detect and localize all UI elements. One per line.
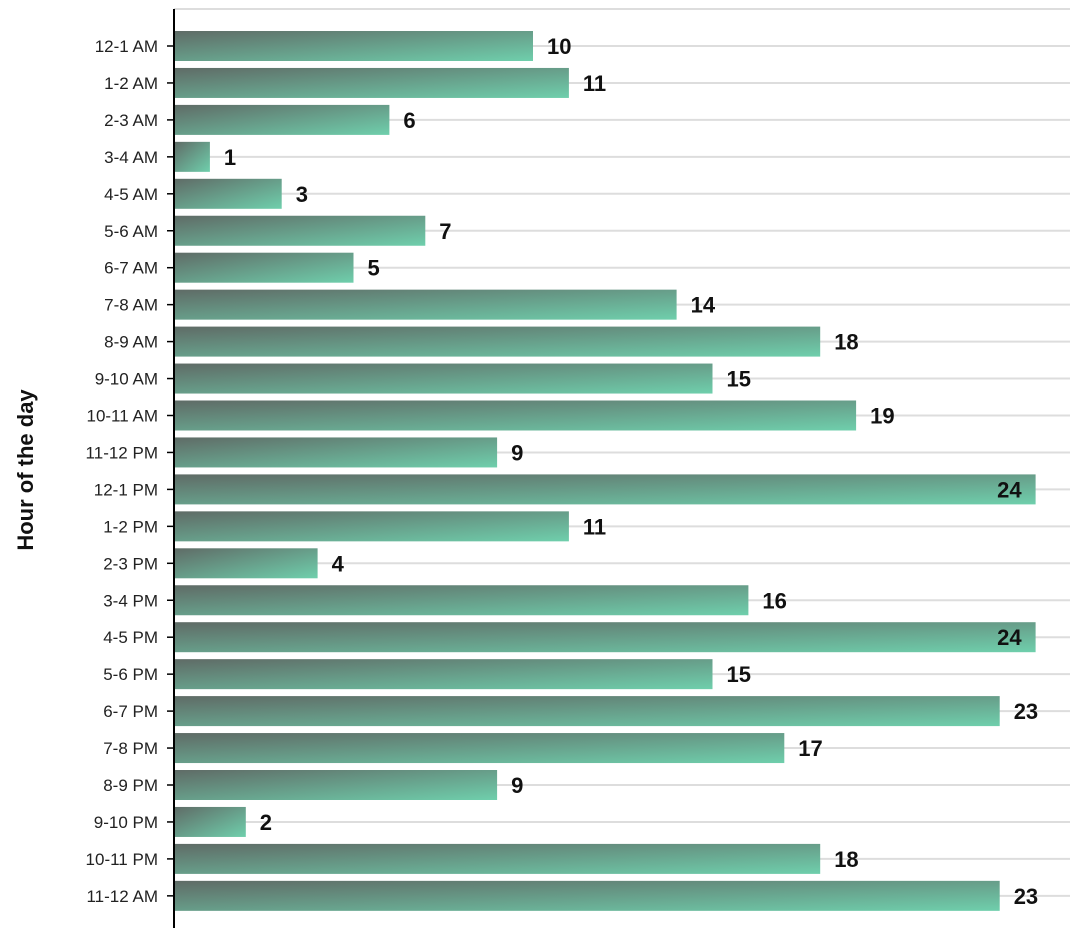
value-label: 3 xyxy=(296,182,308,207)
value-label: 10 xyxy=(547,34,571,59)
value-label: 11 xyxy=(583,514,606,539)
y-tick-label: 5-6 PM xyxy=(103,665,158,684)
y-tick-label: 6-7 AM xyxy=(104,259,158,278)
bar[interactable] xyxy=(174,807,246,837)
y-tick-label: 10-11 PM xyxy=(86,850,158,869)
value-label: 17 xyxy=(798,736,822,761)
bar[interactable] xyxy=(174,844,820,874)
bar[interactable] xyxy=(174,401,856,431)
value-label: 18 xyxy=(834,330,858,355)
y-tick-label: 11-12 PM xyxy=(86,443,158,462)
value-label: 23 xyxy=(1014,699,1038,724)
y-tick-label: 10-11 AM xyxy=(86,407,158,426)
y-tick-label: 8-9 AM xyxy=(104,333,158,352)
bar[interactable] xyxy=(174,364,713,394)
y-tick-label: 2-3 AM xyxy=(104,111,158,130)
value-label: 1 xyxy=(224,145,236,170)
value-label: 19 xyxy=(870,404,894,429)
y-tick-label: 7-8 AM xyxy=(104,296,158,315)
y-tick-label: 3-4 AM xyxy=(104,148,158,167)
bar[interactable] xyxy=(174,253,354,283)
value-label: 6 xyxy=(403,108,415,133)
y-axis-ticks: 12-1 AM 1-2 AM 2-3 AM 3-4 AM 4-5 AM 5-6 AM 6-7… xyxy=(86,37,174,906)
bar[interactable] xyxy=(174,142,210,172)
y-tick-label: 8-9 PM xyxy=(103,776,158,795)
value-label: 7 xyxy=(439,219,451,244)
bar[interactable] xyxy=(174,622,1036,652)
value-label: 15 xyxy=(727,367,751,392)
value-label: 4 xyxy=(332,551,345,576)
value-label: 24 xyxy=(997,625,1022,650)
bar[interactable] xyxy=(174,733,784,763)
value-label: 9 xyxy=(511,440,523,465)
bar[interactable] xyxy=(174,216,425,246)
y-tick-label: 7-8 PM xyxy=(103,739,158,758)
value-label: 11 xyxy=(583,71,606,96)
value-label: 5 xyxy=(368,256,380,281)
y-tick-label: 4-5 AM xyxy=(104,185,158,204)
value-label: 23 xyxy=(1014,884,1038,909)
y-tick-label: 1-2 PM xyxy=(103,517,158,536)
y-tick-label: 3-4 PM xyxy=(103,591,158,610)
value-label: 16 xyxy=(762,588,786,613)
bar[interactable] xyxy=(174,31,533,61)
bar[interactable] xyxy=(174,585,748,615)
bar[interactable] xyxy=(174,179,282,209)
y-tick-label: 6-7 PM xyxy=(103,702,158,721)
value-label: 24 xyxy=(997,477,1022,502)
bar[interactable] xyxy=(174,290,677,320)
bar[interactable] xyxy=(174,659,713,689)
bar[interactable] xyxy=(174,696,1000,726)
y-tick-label: 2-3 PM xyxy=(103,554,158,573)
value-label: 18 xyxy=(834,847,858,872)
y-tick-label: 9-10 PM xyxy=(94,813,158,832)
y-tick-label: 5-6 AM xyxy=(104,222,158,241)
bar[interactable] xyxy=(174,548,318,578)
value-label: 2 xyxy=(260,810,272,835)
y-tick-label: 9-10 AM xyxy=(95,370,158,389)
bar[interactable] xyxy=(174,105,389,135)
bar[interactable] xyxy=(174,437,497,467)
y-tick-label: 1-2 AM xyxy=(104,74,158,93)
value-label: 9 xyxy=(511,773,523,798)
y-tick-label: 12-1 AM xyxy=(95,37,158,56)
y-axis-title: Hour of the day xyxy=(13,389,38,551)
bar[interactable] xyxy=(174,327,820,357)
y-tick-label: 4-5 PM xyxy=(103,628,158,647)
value-label: 14 xyxy=(691,293,716,318)
bar[interactable] xyxy=(174,474,1036,504)
bars xyxy=(174,31,1036,911)
bar[interactable] xyxy=(174,68,569,98)
y-tick-label: 12-1 PM xyxy=(94,480,158,499)
bar[interactable] xyxy=(174,511,569,541)
bar[interactable] xyxy=(174,881,1000,911)
y-tick-label: 11-12 AM xyxy=(86,887,158,906)
value-label: 15 xyxy=(727,662,751,687)
bar[interactable] xyxy=(174,770,497,800)
